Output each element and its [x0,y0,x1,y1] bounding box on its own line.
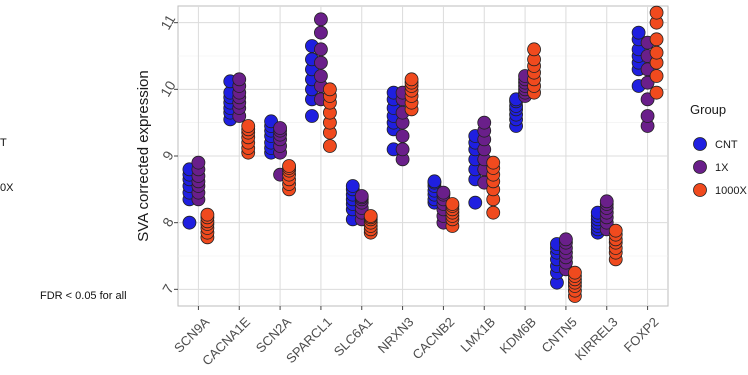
point-1000x [445,197,460,211]
legend-fragment-1000x: 0X [0,182,14,194]
x-tick-label-foxp2: FOXP2 [621,314,662,355]
point-1000x [363,209,378,223]
fdr-note: FDR < 0.05 for all [40,290,127,302]
legend-label-cnt: CNT [715,139,738,151]
point-1x [436,185,451,200]
point-1x [395,142,410,157]
point-1000x [241,119,256,133]
point-1000x [649,32,664,47]
point-1000x [649,85,664,100]
y-tick-label: 7 [159,281,177,296]
point-cnt [631,25,646,40]
y-tick-label: 8 [159,214,177,229]
point-1000x [322,139,337,153]
point-1x [314,42,328,57]
point-1x [640,109,655,123]
point-1x [232,72,247,87]
legend-label-1x: 1X [715,162,729,174]
point-1000x [649,5,664,20]
point-cnt [182,215,197,230]
point-1000x [200,207,215,222]
y-tick-label: 9 [159,148,177,163]
legend-fragment-cnt: T [0,137,7,149]
point-1000x [649,45,664,60]
point-1000x [282,159,296,173]
point-1x [314,12,328,27]
y-tick-label: 10 [157,78,179,100]
point-1000x [649,69,664,83]
point-1x [559,232,573,247]
point-1x [314,25,328,40]
legend-key-1000x [693,183,707,197]
legend-key-cnt [693,137,707,151]
point-1x [273,121,287,135]
point-1x [477,115,492,130]
point-1000x [322,82,337,97]
point-1000x [486,205,501,220]
point-1x [395,129,410,143]
point-1x [354,189,369,203]
legend-key-1x [693,160,707,174]
legend-label-1000x: 1000X [715,185,747,197]
point-cnt [345,179,360,193]
point-1x [314,69,328,83]
point-1000x [527,42,541,57]
point-1000x [608,223,623,238]
y-axis-title: SVA corrected expression [135,70,152,241]
point-1000x [568,265,582,280]
point-1000x [404,72,419,87]
point-1x [599,194,614,209]
x-tick-label-cacnb2: CACNB2 [409,314,457,362]
x-tick-label-lmx1b: LMX1B [457,314,498,355]
x-tick-label-kdm6b: KDM6B [497,314,539,356]
x-tick-label-slc6a1: SLC6A1 [331,314,376,359]
point-1000x [486,155,501,170]
point-cnt [305,109,319,123]
x-tick-label-kirrel3: KIRREL3 [572,314,621,363]
point-cnt [468,195,483,210]
point-cnt [427,174,442,189]
legend-title: Group [690,102,726,117]
point-1x [314,55,328,70]
y-tick-label: 11 [157,12,178,33]
point-1x [191,155,206,170]
